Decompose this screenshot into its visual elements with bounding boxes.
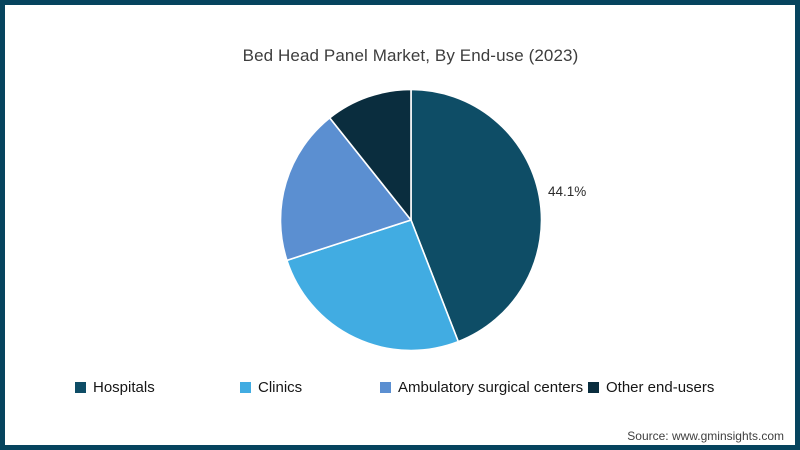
legend-label: Hospitals	[93, 379, 155, 396]
legend-swatch	[380, 382, 391, 393]
pie-slice-value-label: 44.1%	[548, 184, 587, 199]
legend-swatch	[240, 382, 251, 393]
legend-label: Clinics	[258, 379, 303, 396]
pie-slice-ambulatory-surgical-centers	[279, 117, 412, 262]
legend-item-ambulatory-surgical-centers: Ambulatory surgical centers	[380, 379, 583, 396]
chart-title: Bed Head Panel Market, By End-use (2023)	[242, 46, 579, 65]
legend-label: Other end-users	[606, 379, 715, 396]
legend-label: Ambulatory surgical centers	[398, 379, 584, 396]
pie-slice-other-end-users	[328, 88, 412, 221]
pie-slice-clinics	[286, 219, 460, 352]
legend-swatch	[75, 382, 86, 393]
pie-chart-area	[278, 87, 544, 353]
pie-slice-hospitals	[410, 88, 543, 343]
pie-chart	[279, 88, 543, 352]
legend-item-hospitals: Hospitals	[75, 379, 155, 396]
legend-item-other-end-users: Other end-users	[588, 379, 714, 396]
legend-swatch	[588, 382, 599, 393]
legend-item-clinics: Clinics	[240, 379, 302, 396]
source-attribution: Source: www.gminsights.com	[627, 429, 784, 443]
